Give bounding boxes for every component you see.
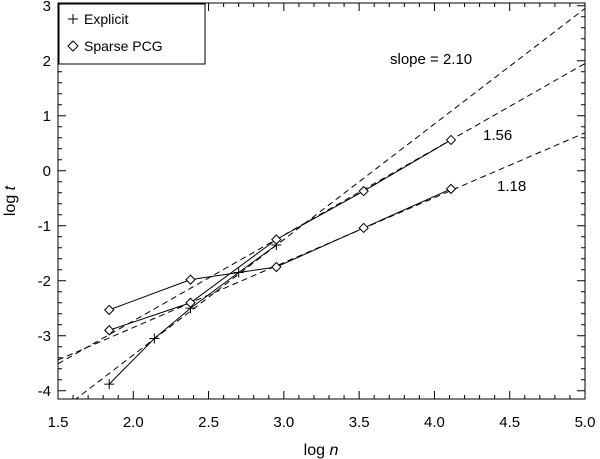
legend-label-sparse-pcg: Sparse PCG <box>84 38 163 54</box>
y-tick-label: 0 <box>43 163 51 180</box>
data-series <box>103 134 457 390</box>
plus-point <box>104 379 115 390</box>
fit-label-1-56: 1.56 <box>483 127 512 144</box>
legend-diamond-marker-icon <box>67 40 79 52</box>
x-tick-label: 2.5 <box>198 414 219 431</box>
y-tick-labels: -4 -3 -2 -1 0 1 2 3 <box>38 0 51 400</box>
x-tick-label: 4.5 <box>499 414 520 431</box>
diamond-point <box>271 261 282 273</box>
diamond-point <box>103 304 115 316</box>
x-tick-label: 3.0 <box>273 414 294 431</box>
y-axis-label: log t <box>2 185 19 216</box>
x-tick-label: 3.5 <box>349 414 370 431</box>
plus-point <box>149 333 160 344</box>
x-tick-labels: 1.5 2.0 2.5 3.0 3.5 4.0 4.5 5.0 <box>48 414 596 431</box>
series-line-1 <box>109 139 452 331</box>
x-axis-label: log n <box>304 442 339 459</box>
y-tick-label: -2 <box>38 273 51 290</box>
y-tick-label: 1 <box>43 108 51 125</box>
diamond-point <box>185 297 196 308</box>
x-tick-label: 4.0 <box>424 414 445 431</box>
legend-plus-marker-icon <box>68 14 78 24</box>
diamond-point <box>445 183 457 195</box>
plot-frame <box>57 2 586 400</box>
fit-line-1 <box>58 63 585 365</box>
x-tick-label: 2.0 <box>123 414 144 431</box>
y-tick-label: -4 <box>38 383 51 400</box>
y-tick-label: -3 <box>38 328 51 345</box>
legend-label-explicit: Explicit <box>84 11 128 27</box>
fit-label-1-18: 1.18 <box>497 178 526 195</box>
y-tick-label: 2 <box>43 53 51 70</box>
y-tick-label: -1 <box>38 218 51 235</box>
diamond-point <box>358 185 369 197</box>
diamond-point <box>185 274 196 285</box>
fit-line-2 <box>58 132 585 361</box>
x-tick-label: 1.5 <box>48 414 69 431</box>
diamond-point <box>103 325 115 336</box>
series-line-2 <box>109 188 452 311</box>
y-tick-label: 3 <box>43 0 51 15</box>
fit-line-0 <box>75 8 585 399</box>
series-line-0 <box>108 244 277 385</box>
fit-lines <box>58 8 585 399</box>
diamond-point <box>358 222 369 234</box>
legend: Explicit Sparse PCG <box>58 3 206 65</box>
fit-label-slope-2-10: slope = 2.10 <box>390 51 472 68</box>
x-tick-label: 5.0 <box>575 414 596 431</box>
diamond-point <box>445 134 457 146</box>
diamond-point <box>271 234 282 245</box>
legend-box <box>58 3 206 65</box>
